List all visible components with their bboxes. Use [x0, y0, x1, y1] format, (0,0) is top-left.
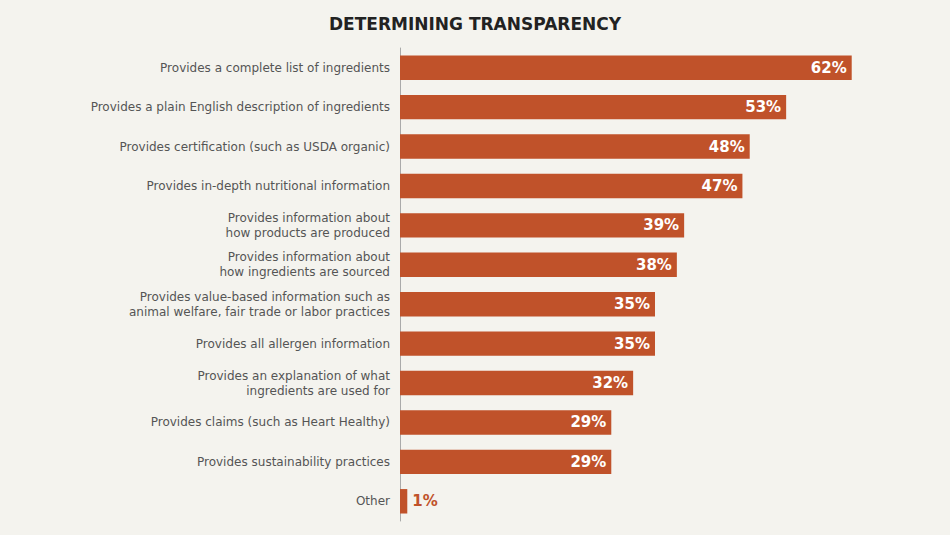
- svg-text:how ingredients are sourced: how ingredients are sourced: [219, 265, 390, 279]
- svg-text:39%: 39%: [643, 216, 679, 234]
- svg-text:Provides in-depth nutritional: Provides in-depth nutritional informatio…: [147, 179, 390, 193]
- svg-text:Provides a complete list of in: Provides a complete list of ingredients: [160, 61, 390, 75]
- svg-text:1%: 1%: [412, 492, 437, 510]
- svg-text:32%: 32%: [592, 374, 628, 392]
- svg-text:62%: 62%: [811, 59, 847, 77]
- svg-text:48%: 48%: [709, 138, 745, 156]
- svg-text:Provides information about: Provides information about: [228, 250, 391, 264]
- svg-text:53%: 53%: [745, 98, 781, 116]
- svg-text:Provides claims (such as Heart: Provides claims (such as Heart Healthy): [151, 415, 390, 429]
- svg-text:29%: 29%: [570, 453, 606, 471]
- svg-text:DETERMINING TRANSPARENCY: DETERMINING TRANSPARENCY: [329, 14, 622, 34]
- svg-text:Provides an explanation of wha: Provides an explanation of what: [197, 369, 390, 383]
- svg-text:38%: 38%: [636, 256, 672, 274]
- svg-text:35%: 35%: [614, 335, 650, 353]
- svg-text:Provides information about: Provides information about: [228, 211, 391, 225]
- svg-text:Provides a plain English descr: Provides a plain English description of …: [91, 100, 390, 114]
- svg-text:how products are produced: how products are produced: [226, 226, 390, 240]
- svg-text:Provides all allergen informat: Provides all allergen information: [196, 337, 390, 351]
- svg-text:35%: 35%: [614, 295, 650, 313]
- svg-text:Provides certification (such a: Provides certification (such as USDA org…: [120, 140, 391, 154]
- svg-text:Other: Other: [356, 494, 390, 508]
- svg-text:Provides value-based informati: Provides value-based information such as: [140, 290, 390, 304]
- svg-text:29%: 29%: [570, 413, 606, 431]
- svg-text:47%: 47%: [702, 177, 738, 195]
- svg-text:Provides sustainability practi: Provides sustainability practices: [197, 455, 390, 469]
- svg-text:animal welfare, fair trade or: animal welfare, fair trade or labor prac…: [129, 305, 390, 319]
- svg-text:ingredients are used for: ingredients are used for: [246, 384, 390, 398]
